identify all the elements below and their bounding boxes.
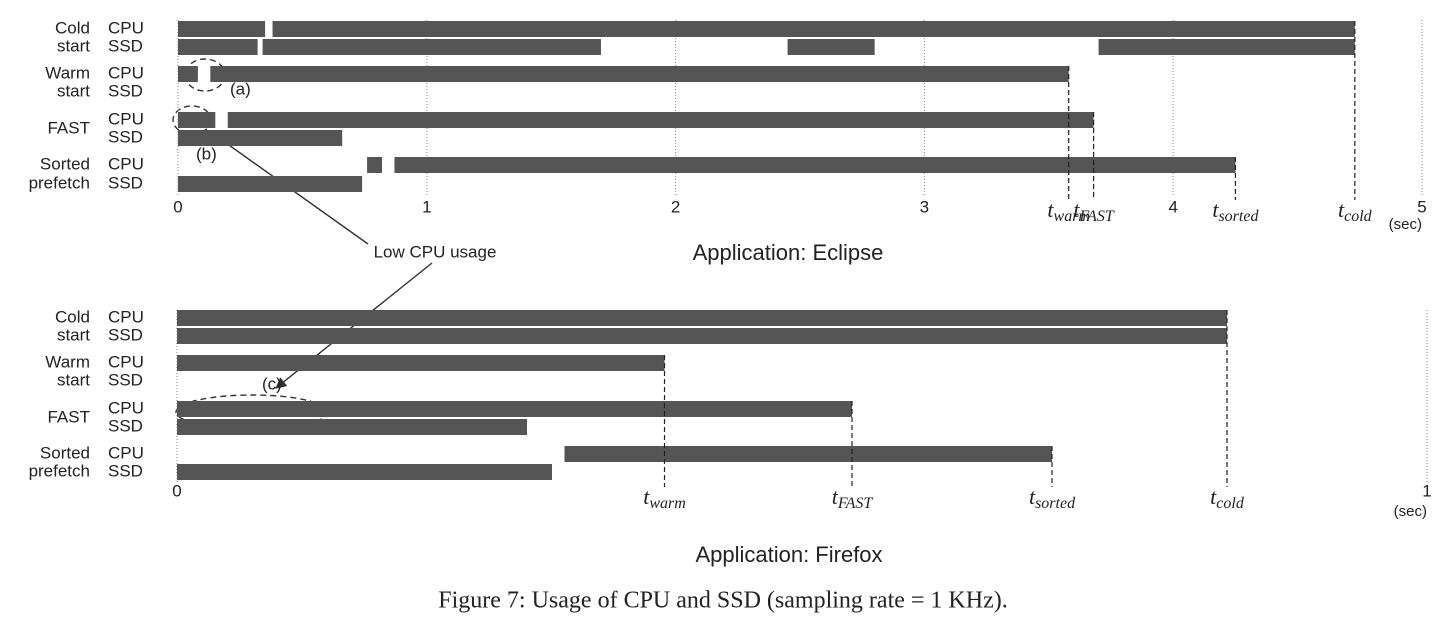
marker-t: t <box>832 484 839 509</box>
row-label: CPU <box>108 63 144 82</box>
row-label: CPU <box>108 443 144 462</box>
usage-segment <box>178 130 343 146</box>
usage-segment <box>272 21 1355 37</box>
usage-segment <box>177 464 552 480</box>
x-tick-label: 0 <box>173 197 182 216</box>
x-unit: (sec) <box>1394 503 1427 520</box>
x-tick-label: 5 <box>1417 197 1426 216</box>
group-label: Cold <box>55 18 90 37</box>
marker-label: twarm <box>643 484 686 512</box>
marker-label: twarm <box>1047 197 1090 225</box>
marker-t: t <box>1029 484 1036 509</box>
row-label: SSD <box>108 36 143 55</box>
usage-segment <box>394 157 1236 173</box>
usage-segment <box>178 66 198 82</box>
marker-subscript: FAST <box>1078 208 1114 225</box>
x-tick-label: 4 <box>1168 197 1177 216</box>
marker-subscript: sorted <box>1035 495 1076 512</box>
row-label: SSD <box>108 325 143 344</box>
row-label: CPU <box>108 398 144 417</box>
group-label: start <box>57 325 90 344</box>
row-label: SSD <box>108 173 143 192</box>
x-unit: (sec) <box>1389 216 1422 233</box>
row-label: CPU <box>108 307 144 326</box>
group-label: start <box>57 36 90 55</box>
annotation: Low CPU usage <box>374 242 497 261</box>
annotation: (b) <box>196 144 217 163</box>
row-label: CPU <box>108 109 144 128</box>
annotation: (c) <box>262 374 282 393</box>
marker-t: t <box>1073 197 1080 222</box>
marker-label: tFAST <box>832 484 874 512</box>
usage-segment <box>564 446 1052 462</box>
marker-t: t <box>1210 484 1217 509</box>
marker-label: tcold <box>1338 197 1373 225</box>
group-label: Cold <box>55 307 90 326</box>
x-tick-label: 2 <box>671 197 680 216</box>
row-label: CPU <box>108 18 144 37</box>
marker-t: t <box>1338 197 1345 222</box>
usage-segment <box>177 401 852 417</box>
group-label: prefetch <box>29 461 90 480</box>
marker-t: t <box>643 484 650 509</box>
marker-t: t <box>1212 197 1219 222</box>
marker-label: tsorted <box>1212 197 1259 225</box>
usage-segment <box>227 112 1094 128</box>
row-label: CPU <box>108 352 144 371</box>
usage-segment <box>367 157 383 173</box>
marker-t: t <box>1047 197 1054 222</box>
usage-segment <box>177 310 1227 326</box>
group-label: FAST <box>47 407 90 426</box>
row-label: SSD <box>108 127 143 146</box>
chart-title: Application: Eclipse <box>693 240 884 265</box>
group-label: Warm <box>45 352 90 371</box>
group-label: start <box>57 370 90 389</box>
marker-subscript: sorted <box>1218 208 1259 225</box>
x-tick-label: 1 <box>422 197 431 216</box>
marker-subscript: warm <box>1054 208 1090 225</box>
row-label: SSD <box>108 461 143 480</box>
x-tick-label: 0 <box>172 481 181 500</box>
caption: Figure 7: Usage of CPU and SSD (sampling… <box>438 588 1007 614</box>
row-label: SSD <box>108 370 143 389</box>
usage-segment <box>177 419 527 435</box>
marker-label: tFAST <box>1073 197 1115 225</box>
group-label: prefetch <box>29 173 90 192</box>
marker-label: tsorted <box>1029 484 1076 512</box>
x-tick-label: 3 <box>920 197 929 216</box>
annotation: (a) <box>230 79 251 98</box>
marker-subscript: cold <box>1344 208 1373 225</box>
usage-segment <box>178 39 258 55</box>
usage-segment <box>178 21 266 37</box>
usage-segment <box>262 39 601 55</box>
chart-title: Application: Firefox <box>695 542 882 567</box>
usage-segment <box>177 328 1227 344</box>
row-label: CPU <box>108 154 144 173</box>
group-label: start <box>57 81 90 100</box>
group-label: Warm <box>45 63 90 82</box>
usage-segment <box>210 66 1069 82</box>
usage-segment <box>177 355 665 371</box>
marker-subscript: cold <box>1216 495 1245 512</box>
usage-segment <box>178 176 363 192</box>
group-label: FAST <box>47 118 90 137</box>
usage-segment <box>1098 39 1355 55</box>
row-label: SSD <box>108 416 143 435</box>
marker-label: tcold <box>1210 484 1245 512</box>
usage-segment <box>787 39 875 55</box>
marker-subscript: warm <box>649 495 685 512</box>
x-tick-label: 1 <box>1422 481 1431 500</box>
group-label: Sorted <box>40 154 90 173</box>
marker-subscript: FAST <box>837 495 873 512</box>
row-label: SSD <box>108 81 143 100</box>
usage-segment <box>178 112 216 128</box>
group-label: Sorted <box>40 443 90 462</box>
